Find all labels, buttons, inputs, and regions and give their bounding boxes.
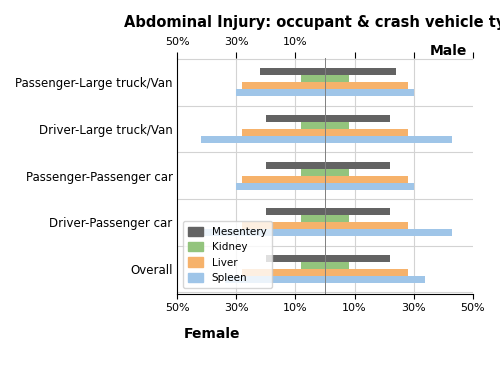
Bar (325, 129, 407, 136)
Bar (325, 215, 348, 222)
Bar (325, 89, 414, 96)
Bar (325, 255, 390, 262)
Bar (242, 269, 325, 276)
Bar (201, 136, 325, 143)
Bar (242, 129, 325, 136)
Bar (236, 89, 325, 96)
Bar (260, 68, 325, 75)
Bar (302, 75, 325, 82)
Bar (325, 115, 390, 122)
Bar (236, 183, 325, 190)
Bar (325, 169, 348, 175)
Bar (325, 269, 407, 276)
Bar (325, 122, 348, 129)
Title: Abdominal Injury: occupant & crash vehicle type: Abdominal Injury: occupant & crash vehic… (124, 15, 500, 30)
Bar (266, 255, 325, 262)
Bar (325, 75, 348, 82)
Bar (198, 229, 325, 236)
Bar (242, 82, 325, 89)
Bar (266, 162, 325, 169)
Text: Male: Male (430, 44, 467, 57)
Bar (325, 68, 396, 75)
Bar (325, 136, 452, 143)
Bar (242, 175, 325, 183)
Bar (325, 82, 407, 89)
Bar (302, 122, 325, 129)
Text: Female: Female (184, 327, 240, 340)
Bar (325, 175, 407, 183)
Bar (242, 222, 325, 229)
Bar (266, 115, 325, 122)
Bar (325, 229, 452, 236)
Bar (325, 222, 407, 229)
Bar (266, 208, 325, 215)
Legend: Mesentery, Kidney, Liver, Spleen: Mesentery, Kidney, Liver, Spleen (182, 221, 272, 288)
Bar (325, 262, 348, 269)
Bar (325, 183, 414, 190)
Bar (325, 276, 426, 283)
Bar (325, 208, 390, 215)
Bar (325, 162, 390, 169)
Bar (302, 215, 325, 222)
Bar (302, 262, 325, 269)
Bar (224, 276, 325, 283)
Bar (302, 169, 325, 175)
